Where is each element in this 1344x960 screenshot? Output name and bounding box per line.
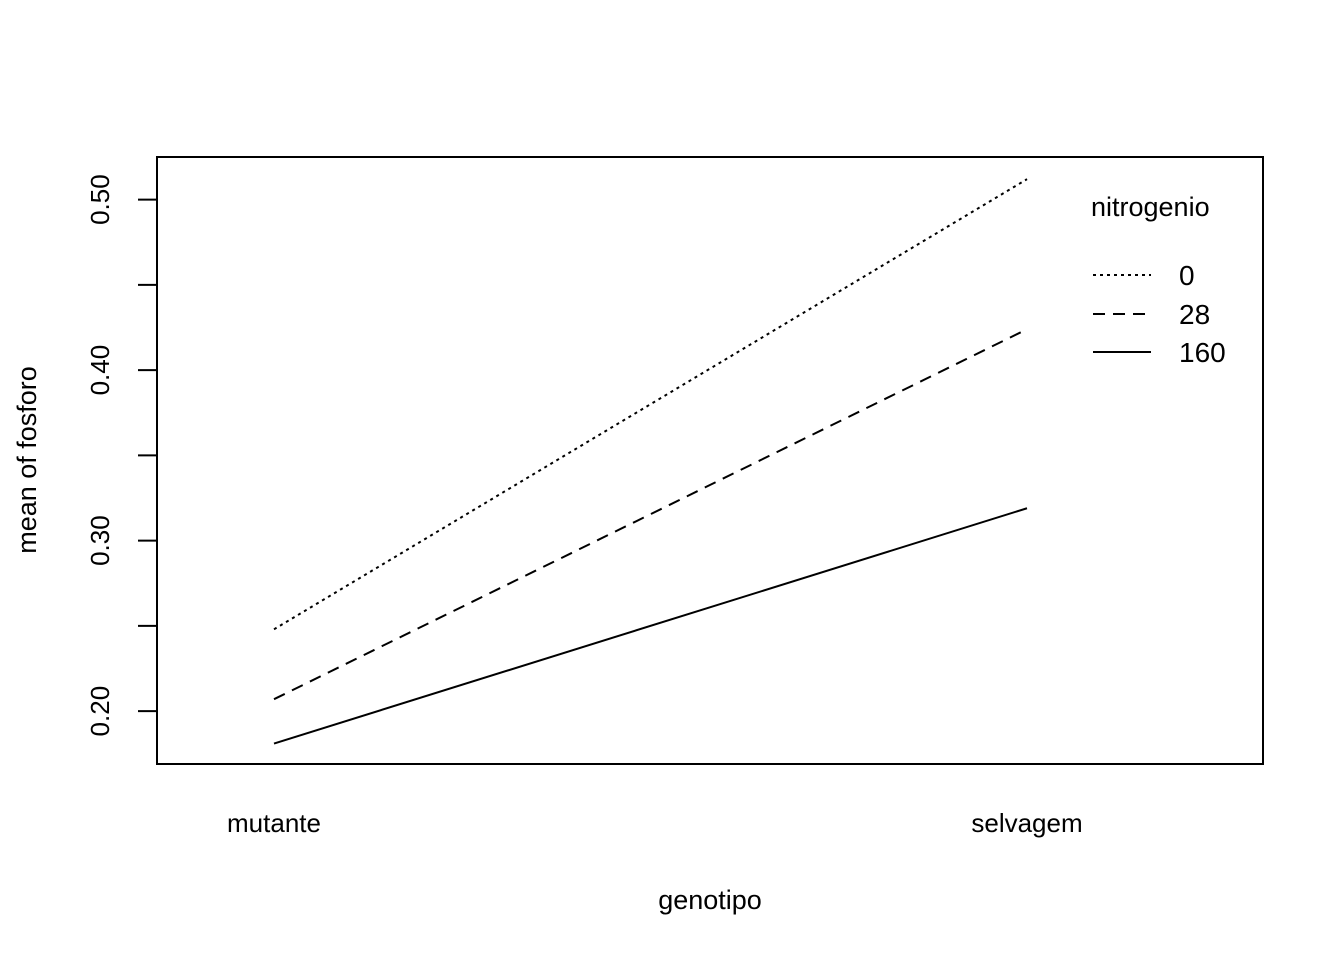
- legend: nitrogenio 0 28 160: [1091, 192, 1226, 368]
- series-lines: [273, 178, 1028, 745]
- series-line-0: [273, 178, 1028, 631]
- legend-label: 0: [1179, 260, 1195, 291]
- y-axis-label: mean of fosforo: [12, 366, 42, 554]
- x-axis-label: genotipo: [658, 885, 762, 915]
- x-tick-label: selvagem: [971, 808, 1082, 838]
- y-tick-label: 0.40: [85, 345, 115, 396]
- series-line-28: [273, 328, 1028, 701]
- legend-title: nitrogenio: [1091, 192, 1210, 222]
- x-axis: mutante selvagem: [227, 808, 1083, 838]
- legend-label: 160: [1179, 337, 1226, 368]
- y-tick-label: 0.30: [85, 515, 115, 566]
- x-tick-label: mutante: [227, 808, 321, 838]
- plot-frame: [156, 156, 1264, 765]
- y-axis: 0.20 0.30 0.40 0.50: [85, 174, 157, 736]
- series-line-160: [273, 507, 1028, 745]
- legend-label: 28: [1179, 299, 1210, 330]
- y-tick-label: 0.20: [85, 686, 115, 737]
- y-tick-label: 0.50: [85, 174, 115, 225]
